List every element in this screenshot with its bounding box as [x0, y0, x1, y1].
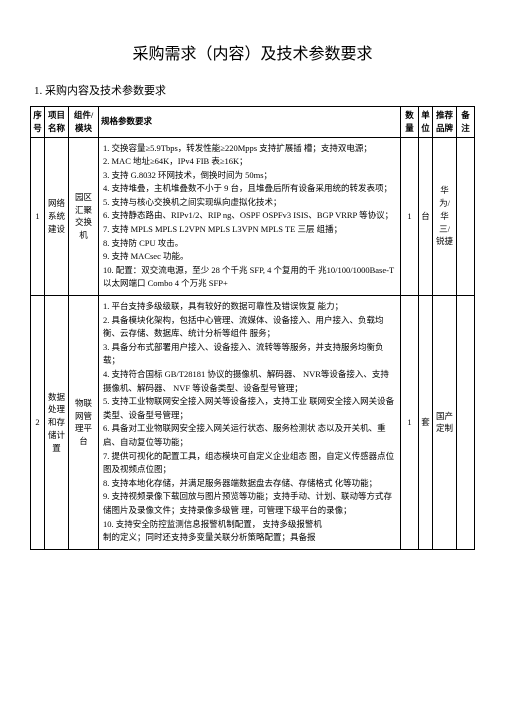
spec-line: 9. 支持 MACsec 功能。 — [103, 250, 396, 264]
page-title: 采购需求（内容）及技术参数要求 — [30, 40, 475, 64]
spec-line: 6. 支持静态路由、RIPv1/2、RIP ng、OSPF OSPFv3 ISI… — [103, 209, 396, 223]
spec-line: 8. 支持防 CPU 攻击。 — [103, 237, 396, 251]
spec-line: 3. 具备分布式部署用户接入、设备接入、流转等等服务，并支持服务均衡负载； — [103, 341, 396, 368]
spec-line: 1. 交换容量≥5.9Tbps，转发性能≥220Mpps 支持扩展插 槽；支持双… — [103, 142, 396, 156]
spec-line: 5. 支持与核心交换机之间实现纵向虚拟化技术； — [103, 196, 396, 210]
cell-spec: 1. 平台支持多级级联，具有较好的数据可靠性及错误恢复 能力；2. 具备模块化架… — [99, 296, 401, 550]
cell-qty: 1 — [401, 137, 419, 296]
cell-proj: 数据处理和存储计置 — [45, 296, 69, 550]
spec-line: 10. 支持安全防控监测信息报警机制配置， 支持多级报警机 — [103, 518, 396, 532]
spec-line: 4. 支持符合国标 GB/T28181 协议的摄像机、解码器、 NVR等设备接入… — [103, 368, 396, 395]
cell-remark — [457, 137, 475, 296]
spec-line: 10. 配置：双交流电源，至少 28 个千兆 SFP, 4 个复用的千 兆10/… — [103, 264, 396, 291]
header-seq: 序号 — [31, 107, 45, 138]
spec-line: 6. 具备对工业物联网安全接入网关运行状态、服务检测状 态以及开关机、重启、自动… — [103, 422, 396, 449]
cell-comp: 园区汇聚交换机 — [69, 137, 99, 296]
cell-qty: 1 — [401, 296, 419, 550]
table-row: 1网络系统建设园区汇聚交换机1. 交换容量≥5.9Tbps，转发性能≥220Mp… — [31, 137, 475, 296]
spec-line: 1. 平台支持多级级联，具有较好的数据可靠性及错误恢复 能力； — [103, 300, 396, 314]
cell-brand: 华为/华三/锐捷 — [433, 137, 457, 296]
cell-unit: 套 — [419, 296, 433, 550]
table-row: 2数据处理和存储计置物联网管理平台1. 平台支持多级级联，具有较好的数据可靠性及… — [31, 296, 475, 550]
header-spec: 规格参数要求 — [99, 107, 401, 138]
header-proj: 项目名称 — [45, 107, 69, 138]
spec-line: 3. 支持 G.8032 环网技术，倒换时间为 50ms； — [103, 169, 396, 183]
header-comp: 组件/模块 — [69, 107, 99, 138]
table-header-row: 序号 项目名称 组件/模块 规格参数要求 数量 单位 推荐品牌 备注 — [31, 107, 475, 138]
cell-seq: 2 — [31, 296, 45, 550]
section-heading: 1. 采购内容及技术参数要求 — [34, 82, 475, 98]
spec-line: 2. 具备模块化架构，包括中心管理、流媒体、设备接入、用户接入、负载均衡、云存储… — [103, 314, 396, 341]
spec-line: 制的定义；同时还支持多变量关联分析策略配置；具备报 — [103, 531, 396, 545]
cell-proj: 网络系统建设 — [45, 137, 69, 296]
spec-line: 4. 支持堆叠，主机堆叠数不小于 9 台，且堆叠后所有设备采用统的转发表项； — [103, 182, 396, 196]
cell-remark — [457, 296, 475, 550]
spec-line: 8. 支持本地化存储，并满足服务器端数据盘去存储、存储格式 化等功能； — [103, 477, 396, 491]
table-body: 1网络系统建设园区汇聚交换机1. 交换容量≥5.9Tbps，转发性能≥220Mp… — [31, 137, 475, 549]
header-brand: 推荐品牌 — [433, 107, 457, 138]
spec-line: 5. 支持工业物联网安全接入网关等设备接入，支持工业 联网安全接入网关设备类型、… — [103, 395, 396, 422]
cell-spec: 1. 交换容量≥5.9Tbps，转发性能≥220Mpps 支持扩展插 槽；支持双… — [99, 137, 401, 296]
spec-line: 7. 支持 MPLS MPLS L2VPN MPLS L3VPN MPLS TE… — [103, 223, 396, 237]
cell-seq: 1 — [31, 137, 45, 296]
spec-line: 7. 提供可视化的配置工具，组态模块可自定义企业组态 图，自定义传感器点位图及视… — [103, 450, 396, 477]
header-unit: 单位 — [419, 107, 433, 138]
spec-line: 9. 支持视频录像下载回放与图片预览等功能；支持手动、计划、联动等方式存储图片及… — [103, 490, 396, 517]
cell-comp: 物联网管理平台 — [69, 296, 99, 550]
spec-table: 序号 项目名称 组件/模块 规格参数要求 数量 单位 推荐品牌 备注 1网络系统… — [30, 106, 475, 550]
cell-brand: 国产定制 — [433, 296, 457, 550]
header-qty: 数量 — [401, 107, 419, 138]
header-remark: 备注 — [457, 107, 475, 138]
cell-unit: 台 — [419, 137, 433, 296]
spec-line: 2. MAC 地址≥64K，IPv4 FIB 表≥16K； — [103, 155, 396, 169]
